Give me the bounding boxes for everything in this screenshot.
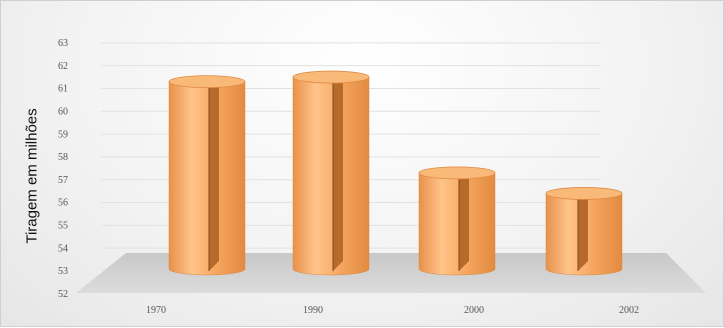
bar-cut-face xyxy=(459,174,469,271)
bar-top xyxy=(418,166,496,180)
bar-cut-face xyxy=(209,83,219,272)
y-tick-label: 57 xyxy=(58,175,68,186)
x-axis-ticks: 1970 1990 2000 2002 xyxy=(146,305,639,316)
bar-cut-face xyxy=(333,79,343,272)
bar-top xyxy=(292,70,370,84)
y-axis-ticks: 52 53 54 55 56 57 58 59 60 61 62 63 xyxy=(58,38,68,300)
bar-body xyxy=(168,81,246,276)
bar-body xyxy=(418,172,496,276)
y-tick-label: 63 xyxy=(58,38,68,49)
y-tick-label: 60 xyxy=(58,106,68,117)
y-tick-label: 52 xyxy=(58,289,68,300)
bar-top xyxy=(545,187,623,200)
bar-top xyxy=(168,75,246,89)
x-tick-label: 2002 xyxy=(619,305,639,316)
bar-1970 xyxy=(168,75,246,276)
bar-body xyxy=(292,76,370,276)
y-tick-label: 53 xyxy=(58,266,68,277)
x-tick-label: 2000 xyxy=(464,305,484,316)
y-tick-label: 54 xyxy=(58,243,68,254)
y-tick-label: 56 xyxy=(58,198,68,209)
bar-cut-face xyxy=(578,195,588,271)
x-tick-label: 1970 xyxy=(146,305,166,316)
y-tick-label: 58 xyxy=(58,152,68,163)
bar-2002 xyxy=(545,187,623,276)
bar-2000 xyxy=(418,166,496,276)
bar-1990 xyxy=(292,70,370,276)
y-tick-label: 59 xyxy=(58,129,68,140)
bars xyxy=(168,70,623,276)
y-tick-label: 61 xyxy=(58,84,68,95)
x-tick-label: 1990 xyxy=(303,305,323,316)
y-tick-label: 55 xyxy=(58,221,68,232)
y-tick-label: 62 xyxy=(58,61,68,72)
